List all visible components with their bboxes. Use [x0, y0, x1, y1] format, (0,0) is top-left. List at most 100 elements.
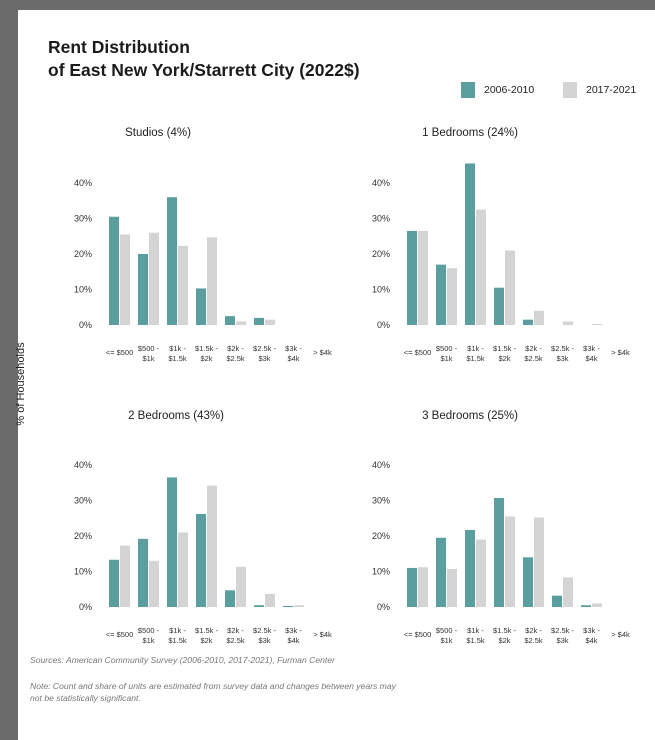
- y-tick-label: 20%: [372, 531, 390, 541]
- chart-panel-2: 1 Bedrooms (24%) 0% 10% 20% 30% 40% <= $500 $50…: [372, 127, 630, 363]
- bar-2006-2010: [552, 595, 562, 607]
- x-tick-label: $2.5k -: [551, 626, 574, 635]
- x-tick-label: $3k -: [285, 626, 302, 635]
- bar-2017-2021: [592, 603, 602, 607]
- x-tick-label: $3k: [258, 354, 270, 363]
- bar-2006-2010: [254, 605, 264, 607]
- legend-swatch-2006: [461, 82, 475, 98]
- bar-2017-2021: [149, 560, 159, 607]
- bar-2006-2010: [109, 216, 119, 325]
- x-tick-label: > $4k: [313, 630, 332, 639]
- y-tick-label: 30%: [74, 214, 92, 224]
- bar-2017-2021: [534, 310, 544, 325]
- y-tick-label: 0%: [377, 602, 390, 612]
- bar-2006-2010: [523, 557, 533, 607]
- x-tick-label: $1k -: [169, 344, 186, 353]
- x-tick-label: > $4k: [313, 348, 332, 357]
- bar-2006-2010: [196, 513, 206, 607]
- title-line-1: Rent Distribution: [48, 37, 190, 57]
- page-title: Rent Distribution of East New York/Starr…: [48, 36, 360, 82]
- x-tick-label: <= $500: [404, 630, 432, 639]
- chart-title: 2 Bedrooms (43%): [128, 410, 224, 422]
- bar-2006-2010: [465, 529, 475, 607]
- x-tick-label: $1.5k: [168, 354, 187, 363]
- bar-2006-2010: [254, 317, 264, 325]
- y-tick-label: 20%: [372, 249, 390, 259]
- x-tick-label: $1k -: [169, 626, 186, 635]
- bar-2017-2021: [265, 593, 275, 607]
- x-tick-label: $1.5k -: [493, 626, 516, 635]
- x-tick-label: $1.5k: [466, 354, 485, 363]
- y-tick-label: 40%: [372, 460, 390, 470]
- bar-2006-2010: [436, 537, 446, 607]
- bar-2006-2010: [167, 197, 177, 325]
- x-tick-label: $1k: [142, 354, 154, 363]
- x-tick-label: $3k: [258, 636, 270, 645]
- x-tick-label: $2.5k: [524, 354, 543, 363]
- x-tick-label: $1.5k: [168, 636, 187, 645]
- x-tick-label: $2k: [200, 636, 212, 645]
- x-tick-label: $3k -: [583, 344, 600, 353]
- y-tick-label: 0%: [79, 320, 92, 330]
- bar-2006-2010: [109, 559, 119, 607]
- bar-2017-2021: [149, 232, 159, 325]
- bar-2017-2021: [505, 250, 515, 325]
- bar-2017-2021: [563, 577, 573, 607]
- bar-2017-2021: [563, 321, 573, 325]
- bar-2006-2010: [167, 477, 177, 607]
- bar-2006-2010: [494, 287, 504, 325]
- y-tick-label: 10%: [74, 285, 92, 295]
- bar-2006-2010: [407, 567, 417, 607]
- title-line-2: of East New York/Starrett City (2022$): [48, 60, 360, 80]
- y-tick-label: 20%: [74, 249, 92, 259]
- note-line-2: not be statistically significant.: [30, 693, 141, 703]
- chart-panel-1: Studios (4%)0%10%20%30%40%<= $500 $500 -$…: [74, 127, 332, 363]
- chart-title: 1 Bedrooms (24%): [422, 127, 518, 139]
- bar-2017-2021: [236, 566, 246, 607]
- x-tick-label: > $4k: [611, 348, 630, 357]
- x-tick-label: $2k -: [525, 344, 542, 353]
- bar-2017-2021: [265, 319, 275, 325]
- bar-2017-2021: [294, 605, 304, 607]
- x-tick-label: $4k: [287, 636, 299, 645]
- legend-swatch-2017: [563, 82, 577, 98]
- x-tick-label: $2k: [498, 354, 510, 363]
- x-tick-label: <= $500: [106, 348, 134, 357]
- x-tick-label: $2.5k: [226, 354, 245, 363]
- note-text: Note: Count and share of units are estim…: [30, 680, 396, 704]
- x-tick-label: $1.5k -: [493, 344, 516, 353]
- x-tick-label: $2.5k -: [551, 344, 574, 353]
- bar-2006-2010: [407, 230, 417, 325]
- x-tick-label: $1.5k -: [195, 344, 218, 353]
- bar-2017-2021: [178, 245, 188, 325]
- x-tick-label: $1k: [440, 636, 452, 645]
- source-note: Sources: American Community Survey (2006…: [30, 655, 335, 665]
- x-tick-label: $500 -: [138, 344, 160, 353]
- y-tick-label: 10%: [372, 567, 390, 577]
- legend-label-2006: 2006-2010: [484, 84, 535, 96]
- chart-legend: 2006-2010 2017-2021: [0, 82, 655, 98]
- y-tick-label: 20%: [74, 531, 92, 541]
- x-tick-label: $2k -: [227, 344, 244, 353]
- bar-2017-2021: [534, 517, 544, 607]
- x-tick-label: $4k: [287, 354, 299, 363]
- bar-2017-2021: [592, 323, 602, 325]
- bar-2006-2010: [225, 590, 235, 607]
- bar-2017-2021: [207, 485, 217, 607]
- bar-2006-2010: [494, 498, 504, 607]
- bar-2006-2010: [138, 538, 148, 607]
- x-tick-label: $2k -: [227, 626, 244, 635]
- x-tick-label: $2.5k: [524, 636, 543, 645]
- x-tick-label: > $4k: [611, 630, 630, 639]
- bar-2017-2021: [505, 516, 515, 607]
- y-tick-label: 40%: [372, 178, 390, 188]
- x-tick-label: <= $500: [404, 348, 432, 357]
- x-tick-label: $1k -: [467, 344, 484, 353]
- x-tick-label: $500 -: [436, 344, 458, 353]
- x-tick-label: $1k -: [467, 626, 484, 635]
- bar-2017-2021: [120, 234, 130, 325]
- bar-2006-2010: [436, 264, 446, 325]
- bar-2017-2021: [178, 532, 188, 607]
- x-tick-label: $500 -: [436, 626, 458, 635]
